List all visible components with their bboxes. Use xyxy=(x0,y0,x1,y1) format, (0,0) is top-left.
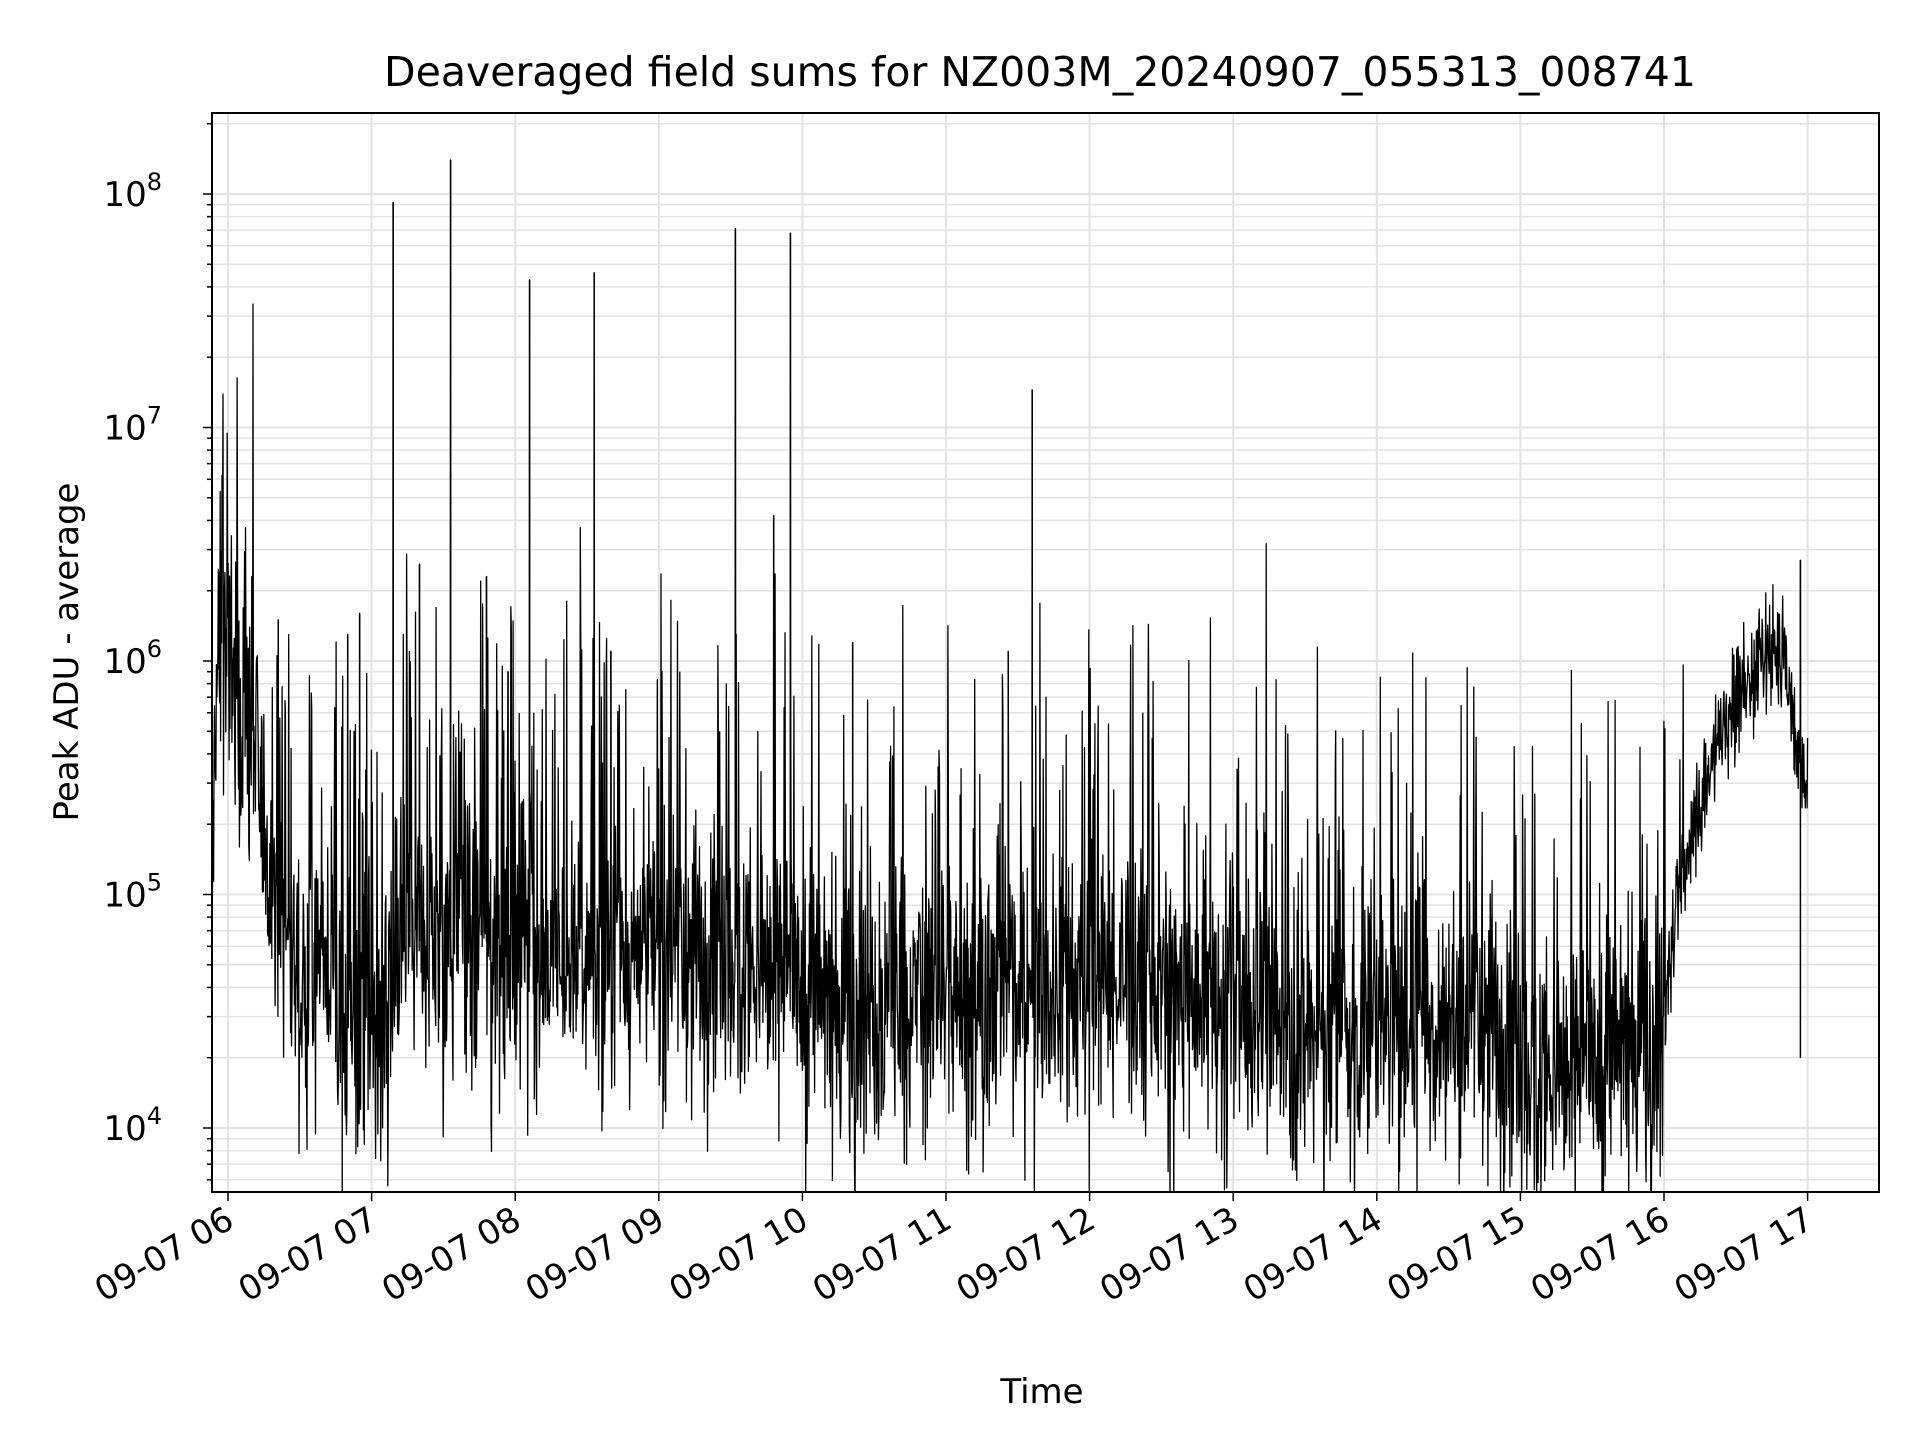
y-tick-exponent: 4 xyxy=(147,1102,162,1130)
series-line xyxy=(213,159,1809,1191)
plot-area xyxy=(213,159,1809,1191)
x-axis-label: Time xyxy=(999,1372,1083,1412)
y-tick-exponent: 7 xyxy=(147,402,162,430)
chart-title: Deaveraged field sums for NZ003M_2024090… xyxy=(384,48,1696,96)
y-tick-exponent: 5 xyxy=(147,869,162,897)
y-axis-label: Peak ADU - average xyxy=(47,483,87,822)
y-tick-exponent: 8 xyxy=(147,168,162,196)
plot-frame xyxy=(211,112,1880,1193)
y-tick-exponent: 6 xyxy=(147,635,162,663)
